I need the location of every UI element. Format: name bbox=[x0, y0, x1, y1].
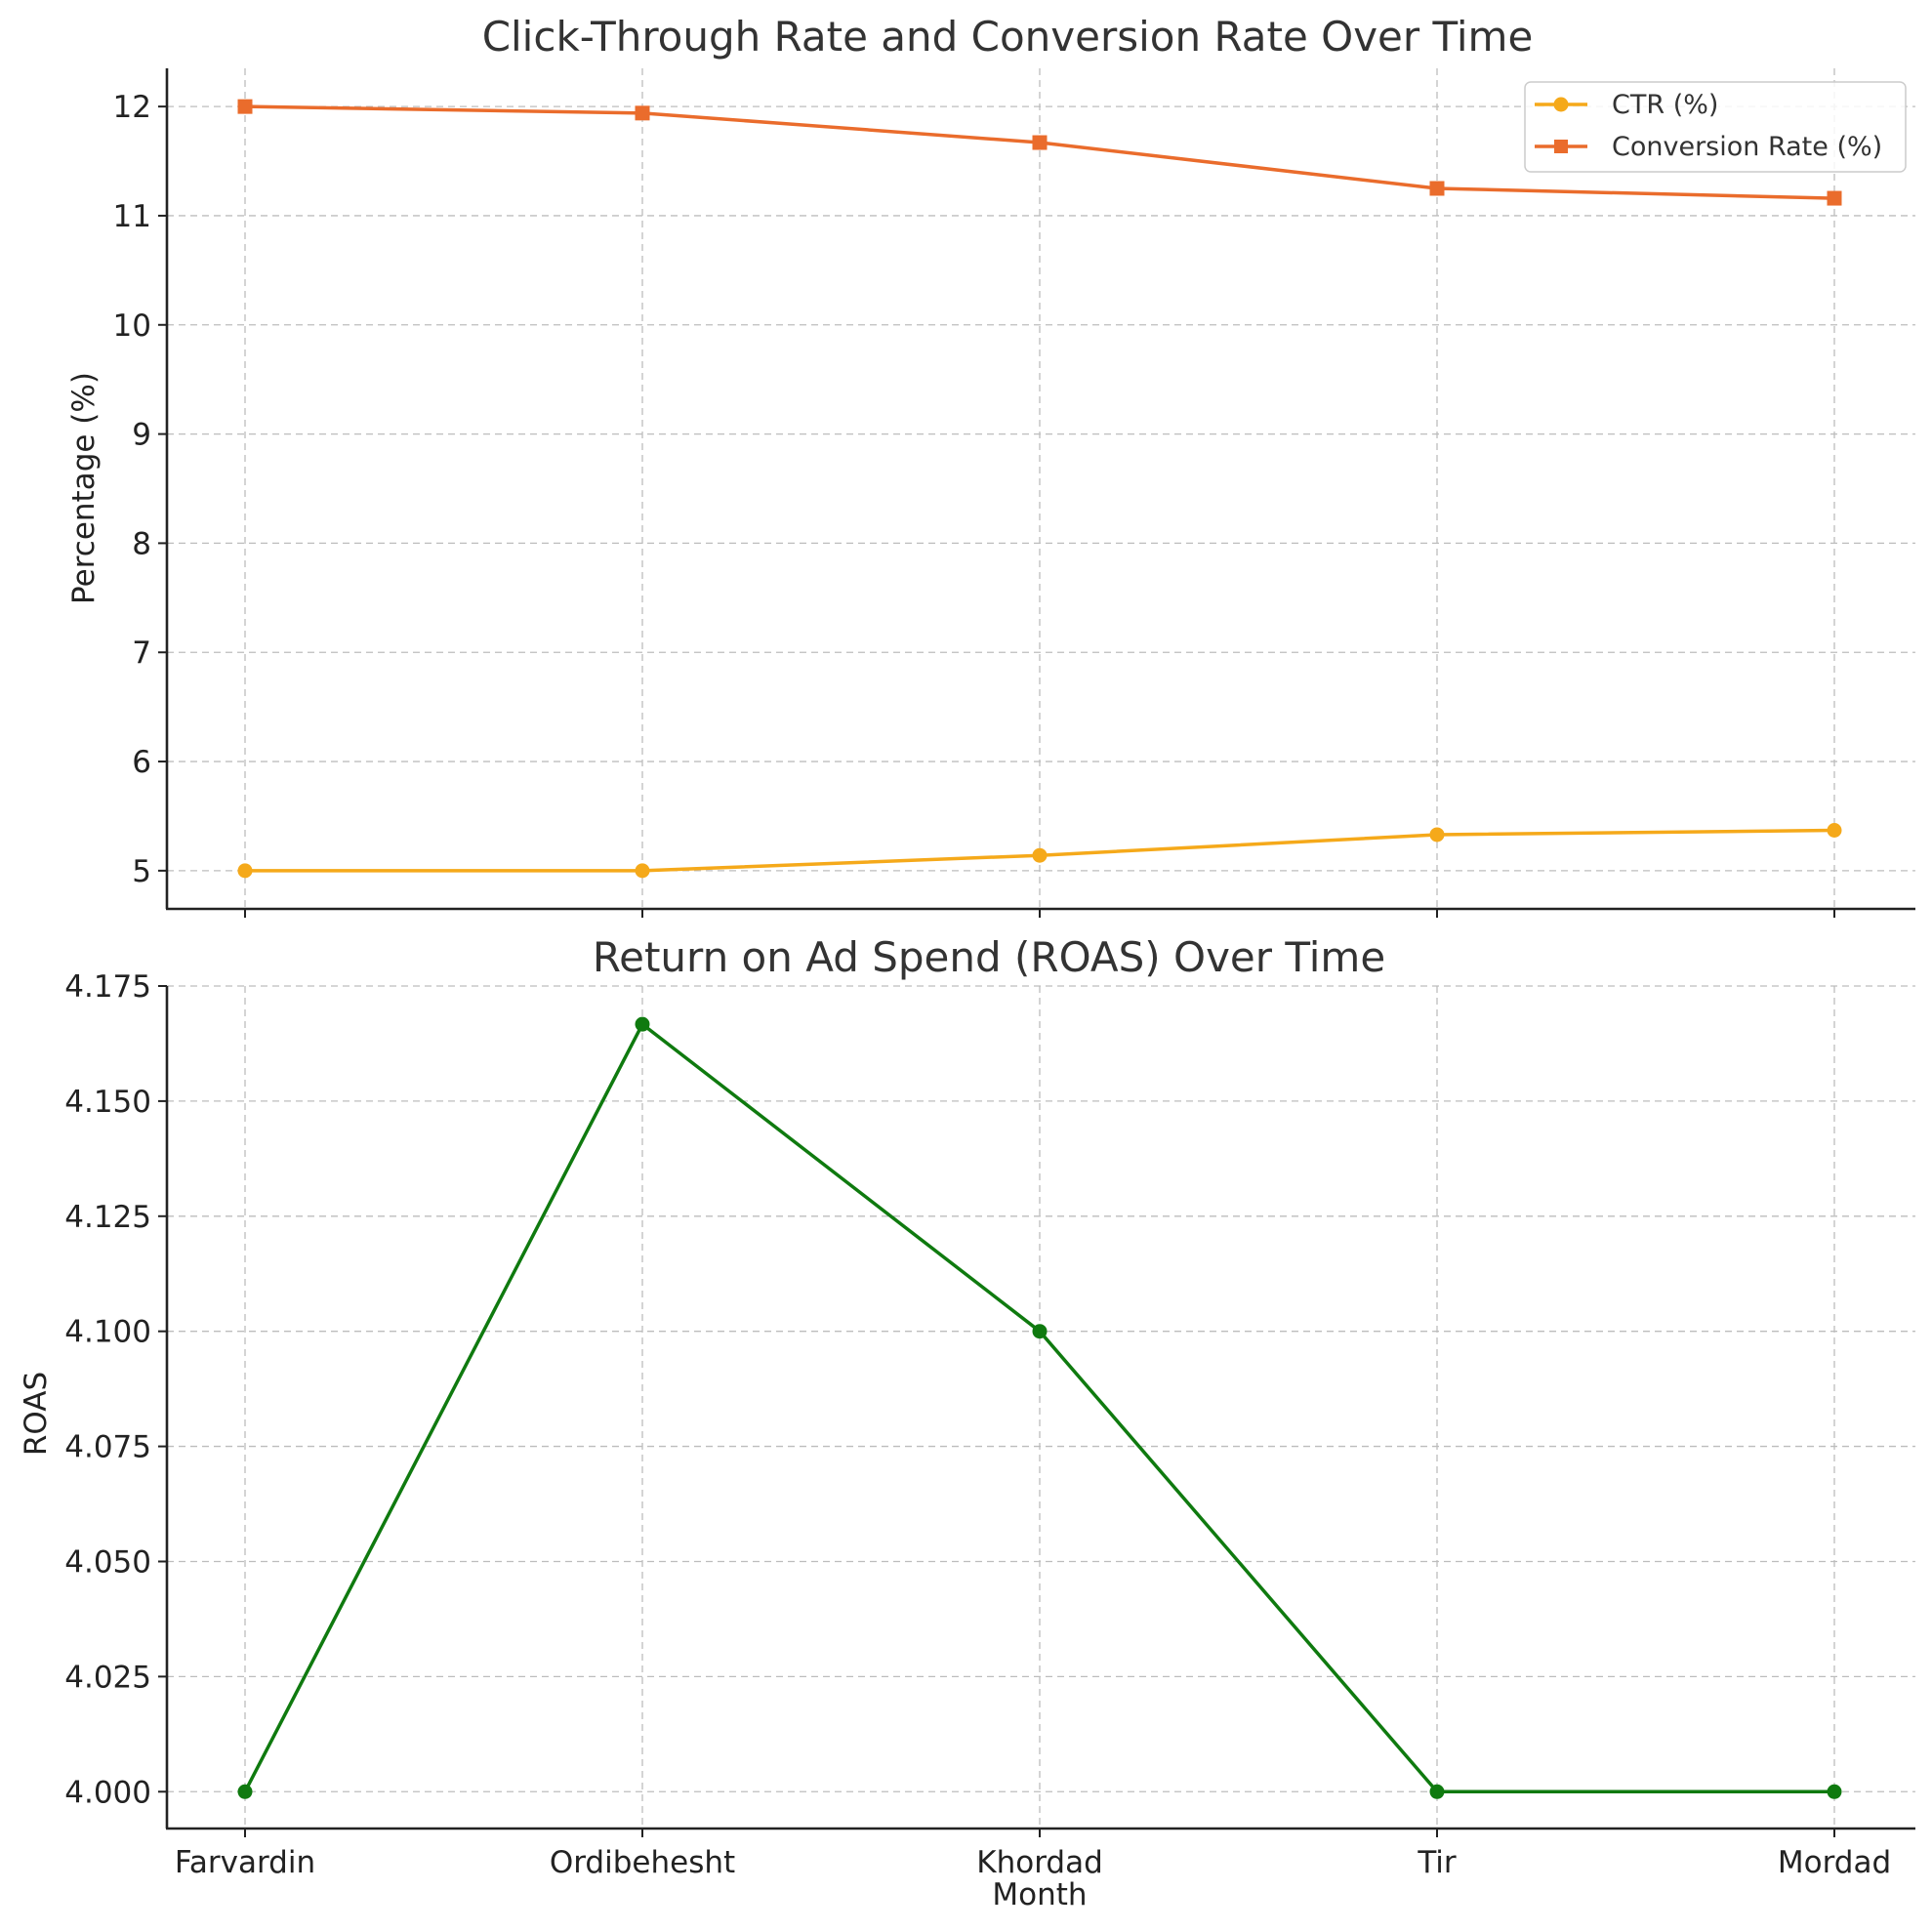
y-tick-label: 6 bbox=[132, 745, 151, 780]
x-tick-label: Ordibehesht bbox=[550, 1845, 735, 1880]
x-tick-label: Tir bbox=[1417, 1845, 1457, 1880]
legend-box bbox=[1524, 81, 1907, 173]
legend-label-ctr: CTR (%) bbox=[1612, 90, 1718, 120]
legend-label-conversion-rate: Conversion Rate (%) bbox=[1612, 132, 1882, 162]
x-tick-label: Farvardin bbox=[175, 1845, 315, 1880]
bottom-chart-y-axis-label: ROAS bbox=[19, 1372, 54, 1456]
data-point-ctr bbox=[237, 863, 253, 879]
data-point-conversion-rate bbox=[237, 99, 253, 114]
legend-item-ctr: CTR (%) bbox=[1535, 90, 1718, 120]
data-point-ctr bbox=[1827, 822, 1842, 838]
y-tick-label: 4.025 bbox=[64, 1660, 151, 1695]
data-point-ctr bbox=[635, 863, 650, 879]
bottom-chart-x-axis-label: Month bbox=[992, 1877, 1087, 1912]
top-chart-y-axis-label: Percentage (%) bbox=[66, 372, 102, 604]
bottom-chart-series bbox=[237, 1016, 1842, 1799]
y-tick-label: 4.125 bbox=[64, 1200, 151, 1235]
top-chart-title: Click-Through Rate and Conversion Rate O… bbox=[482, 13, 1534, 61]
data-point-roas bbox=[635, 1016, 650, 1032]
y-tick-label: 4.050 bbox=[64, 1544, 151, 1580]
bottom-chart-title: Return on Ad Spend (ROAS) Over Time bbox=[593, 933, 1385, 981]
y-tick-label: 4.100 bbox=[64, 1315, 151, 1350]
y-tick-label: 9 bbox=[132, 418, 151, 453]
y-tick-label: 10 bbox=[113, 308, 151, 344]
top-chart-legend: CTR (%) Conversion Rate (%) bbox=[1524, 81, 1907, 173]
data-point-roas bbox=[1429, 1784, 1445, 1799]
y-tick-label: 8 bbox=[132, 526, 151, 561]
y-tick-label: 7 bbox=[132, 636, 151, 671]
data-point-roas bbox=[1032, 1324, 1048, 1339]
y-tick-label: 12 bbox=[113, 90, 151, 125]
bottom-chart-y-ticks: 4.000 4.025 4.050 4.075 4.100 4.125 4.150 4.175 bbox=[64, 969, 167, 1810]
data-point-ctr bbox=[1429, 827, 1445, 843]
y-tick-label: 5 bbox=[132, 854, 151, 889]
data-point-conversion-rate bbox=[1429, 181, 1445, 196]
data-point-conversion-rate bbox=[635, 105, 650, 121]
legend-item-conversion-rate: Conversion Rate (%) bbox=[1535, 132, 1882, 162]
data-point-conversion-rate bbox=[1032, 135, 1048, 150]
top-chart-series bbox=[237, 99, 1842, 879]
roas-chart: Return on Ad Spend (ROAS) Over Time 4.00… bbox=[19, 933, 1915, 1912]
data-point-roas bbox=[237, 1784, 253, 1799]
legend-marker-conversion-rate bbox=[1554, 140, 1568, 153]
y-tick-label: 4.075 bbox=[64, 1430, 151, 1465]
x-tick-label: Khordad bbox=[976, 1845, 1103, 1880]
y-tick-label: 4.150 bbox=[64, 1085, 151, 1120]
y-tick-label: 11 bbox=[113, 199, 151, 234]
y-tick-label: 4.000 bbox=[64, 1775, 151, 1810]
x-tick-label: Mordad bbox=[1778, 1845, 1891, 1880]
legend-marker-ctr bbox=[1553, 97, 1569, 112]
bottom-chart-x-ticks: Farvardin Ordibehesht Khordad Tir Mordad bbox=[175, 1829, 1891, 1880]
top-chart-y-ticks: 5 6 7 8 9 10 11 12 bbox=[113, 90, 167, 889]
data-point-roas bbox=[1827, 1784, 1842, 1799]
data-point-conversion-rate bbox=[1827, 190, 1842, 206]
top-chart-x-ticks bbox=[244, 909, 1835, 918]
y-tick-label: 4.175 bbox=[64, 969, 151, 1005]
data-point-ctr bbox=[1032, 847, 1048, 863]
ctr-conversion-chart: Click-Through Rate and Conversion Rate O… bbox=[66, 13, 1915, 918]
bottom-chart-grid bbox=[167, 985, 1915, 1829]
